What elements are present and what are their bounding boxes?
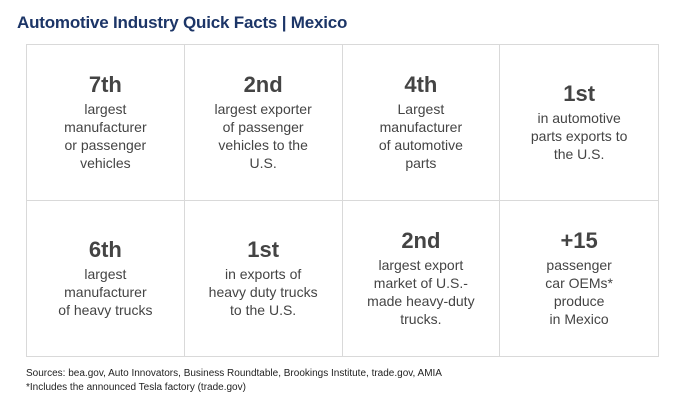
fact-figure: 1st	[247, 237, 280, 263]
footnote-text: *Includes the announced Tesla factory (t…	[26, 382, 246, 393]
fact-figure: 4th	[404, 72, 438, 98]
fact-cell: 1st in exports of heavy duty trucks to t…	[185, 200, 343, 356]
fact-cell: 2nd largest export market of U.S.- made …	[343, 200, 501, 356]
fact-description: in automotive parts exports to the U.S.	[530, 110, 628, 163]
fact-figure: 1st	[563, 81, 596, 107]
fact-description: Largest manufacturer of automotive parts	[378, 101, 463, 172]
fact-figure: +15	[560, 228, 598, 254]
fact-description: largest manufacturer of heavy trucks	[58, 266, 153, 319]
fact-description: largest export market of U.S.- made heav…	[367, 257, 475, 328]
fact-description: largest exporter of passenger vehicles t…	[214, 101, 312, 172]
sources-footer: Sources: bea.gov, Auto Innovators, Busin…	[26, 367, 442, 395]
fact-cell: 2nd largest exporter of passenger vehicl…	[184, 45, 343, 201]
fact-cell: 1st in automotive parts exports to the U…	[500, 45, 658, 201]
fact-figure: 2nd	[401, 228, 441, 254]
fact-cell: 6th largest manufacturer of heavy trucks	[27, 200, 185, 356]
fact-figure: 2nd	[243, 72, 283, 98]
fact-figure: 6th	[88, 237, 122, 263]
fact-description: in exports of heavy duty trucks to the U…	[208, 266, 318, 319]
sources-text: Sources: bea.gov, Auto Innovators, Busin…	[26, 368, 442, 379]
facts-grid: 7th largest manufacturer or passenger ve…	[26, 44, 659, 357]
fact-description: passenger car OEMs* produce in Mexico	[545, 257, 613, 328]
page-title: Automotive Industry Quick Facts | Mexico	[17, 13, 348, 32]
fact-figure: 7th	[88, 72, 122, 98]
fact-cell: 4th Largest manufacturer of automotive p…	[342, 45, 501, 201]
fact-description: largest manufacturer or passenger vehicl…	[64, 101, 147, 172]
fact-cell: +15 passenger car OEMs* produce in Mexic…	[500, 201, 658, 357]
fact-cell: 7th largest manufacturer or passenger ve…	[27, 45, 185, 201]
